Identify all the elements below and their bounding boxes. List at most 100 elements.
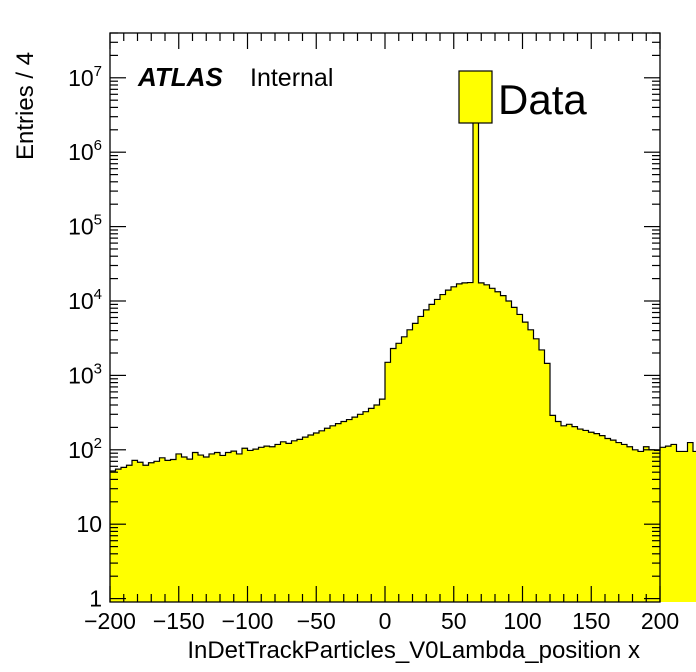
histogram-bar bbox=[165, 460, 171, 602]
histogram-bar bbox=[489, 288, 496, 602]
histogram-bar bbox=[346, 419, 353, 602]
y-axis-title: Entries / 4 bbox=[12, 52, 39, 160]
histogram-bar bbox=[456, 283, 463, 602]
histogram-bar bbox=[379, 399, 386, 602]
histogram-bar bbox=[236, 453, 243, 602]
histogram-bar bbox=[170, 459, 177, 602]
histogram-bar bbox=[594, 433, 600, 602]
histogram-bar bbox=[561, 425, 567, 602]
histogram-outline-path bbox=[110, 116, 696, 472]
histogram-bar bbox=[660, 447, 666, 602]
histogram-bar bbox=[198, 455, 204, 602]
y-tick-label: 107 bbox=[68, 63, 102, 91]
legend-swatch bbox=[458, 70, 493, 124]
histogram-bar bbox=[495, 291, 501, 602]
histogram-bar bbox=[126, 465, 133, 602]
histogram-bar bbox=[528, 329, 534, 602]
histogram-bar bbox=[330, 425, 336, 602]
histogram-bar bbox=[522, 322, 529, 602]
histogram-bar bbox=[506, 300, 512, 602]
histogram-bar bbox=[253, 449, 259, 602]
histogram-bar bbox=[638, 451, 644, 602]
histogram-bar bbox=[264, 446, 270, 602]
histogram-bar bbox=[137, 462, 144, 602]
x-tick-label: −200 bbox=[84, 608, 136, 634]
x-tick-label: −100 bbox=[222, 608, 274, 634]
histogram-bar bbox=[385, 362, 391, 602]
histogram-bar bbox=[478, 282, 485, 602]
histogram-bar bbox=[159, 457, 166, 602]
histogram-bar bbox=[258, 447, 265, 602]
histogram-bar bbox=[132, 460, 138, 602]
histogram-bar bbox=[319, 430, 325, 602]
histogram-bar bbox=[308, 435, 314, 602]
legend-label: Data bbox=[498, 76, 587, 123]
y-axis-ticks: 1 10 102 103 104 105 106 107 bbox=[68, 32, 660, 612]
x-tick-label: 200 bbox=[641, 608, 679, 634]
histogram-bar bbox=[352, 417, 358, 602]
histogram-bar bbox=[357, 414, 364, 602]
histogram-bar bbox=[407, 329, 413, 602]
y-tick-label: 105 bbox=[68, 212, 102, 240]
histogram-bar bbox=[555, 421, 562, 602]
histogram-bars bbox=[110, 116, 696, 602]
histogram-bar bbox=[616, 442, 622, 602]
histogram-bar bbox=[671, 444, 677, 602]
histogram-bar bbox=[445, 290, 452, 602]
histogram-bar bbox=[473, 116, 479, 602]
histogram-bar bbox=[550, 415, 556, 602]
histogram-bar bbox=[187, 459, 193, 602]
histogram-bar bbox=[610, 440, 617, 602]
histogram-bar bbox=[291, 440, 298, 602]
y-tick-label: 104 bbox=[68, 286, 102, 314]
x-tick-label: 50 bbox=[441, 608, 467, 634]
histogram-bar bbox=[632, 449, 639, 602]
histogram-bar bbox=[154, 461, 160, 602]
histogram-bar bbox=[214, 452, 221, 602]
histogram-bar bbox=[225, 452, 232, 602]
histogram-bar bbox=[203, 457, 210, 602]
histogram-bar bbox=[313, 433, 320, 602]
histogram-bar bbox=[176, 453, 182, 602]
histogram-bar bbox=[121, 467, 127, 602]
histogram-bar bbox=[682, 451, 688, 602]
histogram-bar bbox=[418, 316, 424, 602]
x-tick-label: 150 bbox=[572, 608, 610, 634]
histogram-bar bbox=[368, 408, 375, 602]
x-tick-label: −50 bbox=[297, 608, 336, 634]
histogram-bar bbox=[110, 470, 116, 602]
histogram-bar bbox=[649, 449, 655, 602]
histogram-bar bbox=[572, 426, 578, 602]
y-tick-label: 1 bbox=[89, 586, 102, 612]
histogram-bar bbox=[484, 284, 490, 602]
histogram-bar bbox=[605, 438, 611, 602]
histogram-bar bbox=[665, 446, 672, 602]
histogram-bar bbox=[583, 430, 589, 602]
histogram-bar bbox=[429, 304, 435, 602]
histogram-bar bbox=[401, 336, 408, 602]
histogram-bar bbox=[577, 429, 584, 602]
histogram-bar bbox=[286, 443, 292, 602]
x-tick-label: 0 bbox=[379, 608, 392, 634]
histogram-bar bbox=[390, 348, 397, 602]
histogram-bar bbox=[297, 439, 303, 602]
histogram-bar bbox=[588, 432, 595, 602]
histogram-bar bbox=[143, 465, 149, 602]
histogram-bar bbox=[181, 457, 188, 602]
histogram-bar bbox=[115, 469, 122, 602]
histogram-bar bbox=[302, 437, 309, 602]
histogram-bar bbox=[533, 338, 540, 602]
histogram-outline bbox=[110, 116, 696, 472]
internal-label: Internal bbox=[250, 64, 333, 92]
x-tick-label: −150 bbox=[153, 608, 205, 634]
x-tick-label: 100 bbox=[503, 608, 541, 634]
histogram-bar bbox=[335, 423, 342, 602]
histogram-bar bbox=[269, 446, 276, 602]
histogram-bar bbox=[693, 451, 696, 602]
histogram-bar bbox=[500, 295, 507, 602]
atlas-label: ATLAS bbox=[137, 62, 223, 92]
histogram-bar bbox=[676, 451, 683, 602]
histogram-bar bbox=[280, 441, 287, 602]
histogram-bar bbox=[396, 343, 402, 602]
